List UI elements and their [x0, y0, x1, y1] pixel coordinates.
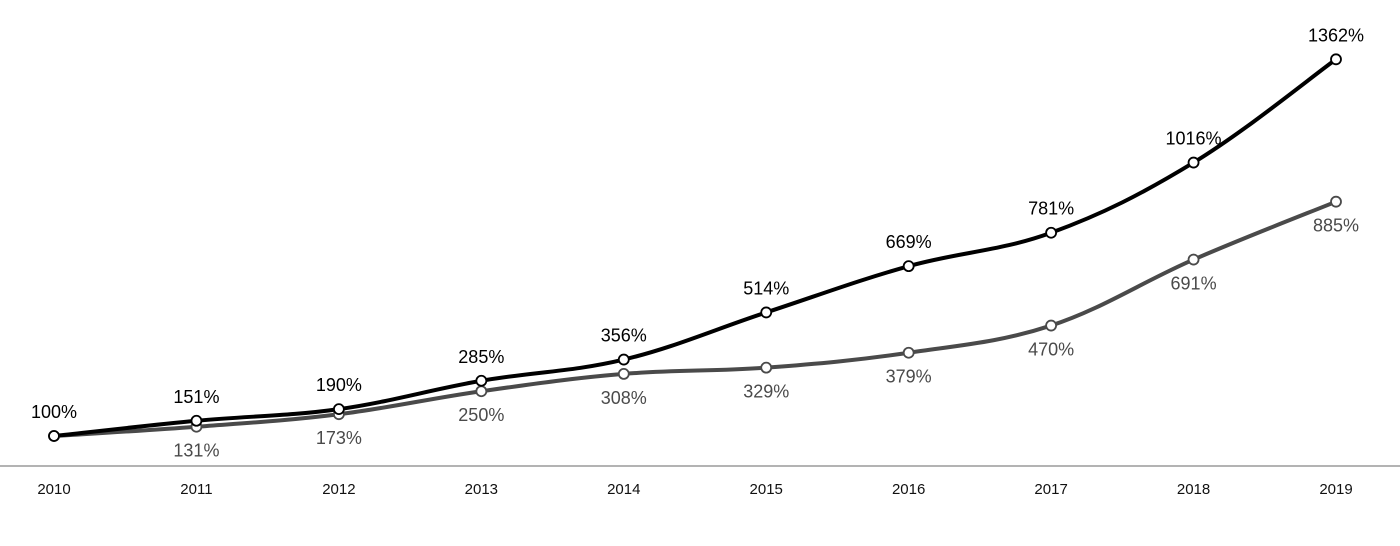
x-tick-2011: 2011 [180, 481, 212, 498]
data-point-s1-2019 [1330, 53, 1342, 66]
value-label-s2-2015: 329% [743, 382, 789, 402]
value-label-s1-2016: 669% [886, 232, 932, 252]
data-point-s1-2012 [332, 403, 345, 416]
data-point-s2-2019 [1330, 195, 1342, 208]
x-tick-2015: 2015 [750, 481, 783, 498]
data-point-s2-2017 [1045, 319, 1058, 332]
value-label-s2-2012: 173% [316, 428, 362, 448]
value-label-s1-2013: 285% [458, 347, 504, 367]
value-label-s1-2019: 1362% [1308, 25, 1364, 45]
data-point-s1-2015 [760, 306, 773, 319]
value-label-s1-2010: 100% [31, 402, 77, 422]
x-tick-labels: 2010 2011 2012 2013 2014 2015 2016 2017 2018 2019 [37, 481, 1352, 498]
value-label-s2-2018: 691% [1171, 274, 1217, 294]
x-tick-2016: 2016 [892, 481, 925, 498]
data-point-s1-2011 [190, 414, 203, 427]
value-label-s2-2011: 131% [173, 441, 219, 461]
data-point-s1-2016 [902, 260, 915, 273]
series-line-2 [52, 199, 1338, 438]
x-tick-2012: 2012 [322, 481, 355, 498]
x-tick-2010: 2010 [37, 481, 70, 498]
data-point-s1-2014 [617, 353, 630, 366]
x-tick-2014: 2014 [607, 481, 640, 498]
points-layer [48, 53, 1342, 442]
value-label-s1-2014: 356% [601, 326, 647, 346]
value-label-s1-2011: 151% [173, 387, 219, 407]
data-point-s2-2014 [617, 368, 630, 380]
data-point-s2-2018 [1187, 253, 1200, 266]
value-label-s2-2019: 885% [1313, 216, 1359, 236]
data-point-s2-2013 [475, 385, 488, 398]
data-point-s1-2018 [1187, 156, 1200, 169]
value-label-s1-2015: 514% [743, 278, 789, 298]
x-tick-2017: 2017 [1034, 481, 1067, 498]
value-label-s2-2014: 308% [601, 388, 647, 408]
value-label-s1-2018: 1016% [1166, 129, 1222, 149]
x-tick-2013: 2013 [465, 481, 498, 498]
value-labels: 100% 151% 190% 285% 356% 514% 669% 781% 1016% 136… [31, 25, 1364, 460]
value-label-s2-2016: 379% [886, 367, 932, 387]
value-label-s1-2017: 781% [1028, 199, 1074, 219]
data-point-s1-2013 [475, 374, 488, 387]
value-label-s1-2012: 190% [316, 375, 362, 395]
data-point-s2-2015 [760, 361, 773, 374]
data-point-s1-2010 [48, 430, 60, 442]
value-label-s2-2013: 250% [458, 405, 504, 425]
x-tick-2018: 2018 [1177, 481, 1210, 498]
x-tick-2019: 2019 [1319, 481, 1352, 498]
series-line-1 [52, 57, 1338, 438]
series-layer [52, 57, 1338, 438]
data-point-s1-2017 [1045, 226, 1058, 239]
value-label-s2-2017: 470% [1028, 340, 1074, 360]
data-point-s2-2016 [902, 346, 915, 359]
